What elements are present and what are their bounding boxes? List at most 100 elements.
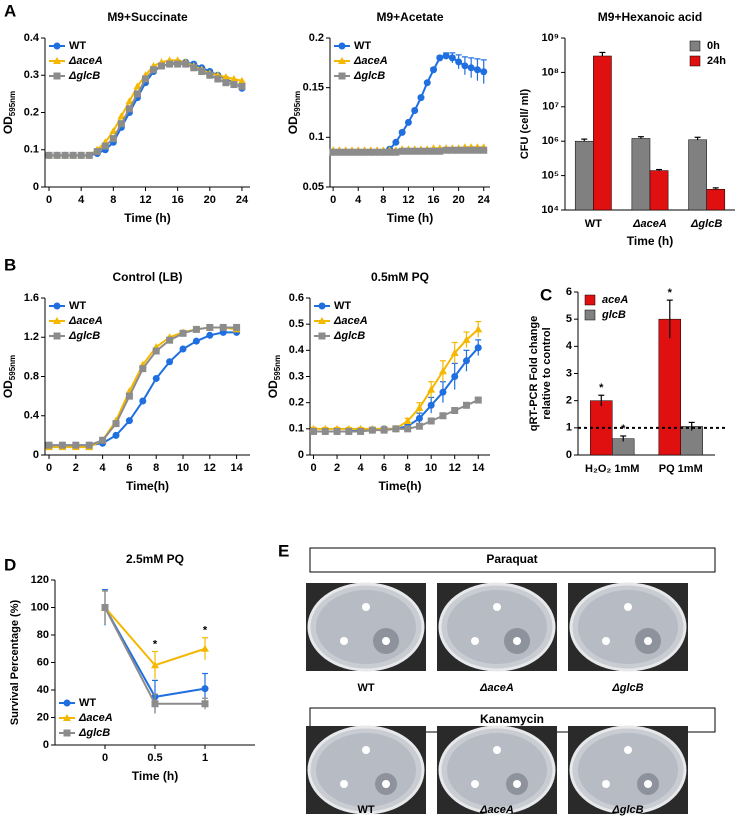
marker xyxy=(436,147,444,155)
marker xyxy=(112,431,120,439)
series-line xyxy=(313,347,479,433)
x-axis-label: Time(h) xyxy=(126,479,169,493)
marker xyxy=(99,436,107,444)
marker xyxy=(310,427,318,435)
y-axis-label: OD595nm xyxy=(1,91,17,134)
plate-title: Paraquat xyxy=(486,552,537,566)
marker xyxy=(361,148,369,156)
marker xyxy=(480,146,488,154)
marker xyxy=(379,148,387,156)
plate-inner xyxy=(578,733,678,807)
x-tick-label: 24 xyxy=(478,194,491,206)
marker xyxy=(219,323,227,331)
marker xyxy=(427,385,436,393)
y-axis-label: OD595nm xyxy=(266,355,282,398)
y-tick-label: 60 xyxy=(37,656,49,668)
marker xyxy=(233,323,241,331)
marker xyxy=(474,325,483,333)
marker xyxy=(373,148,381,156)
marker xyxy=(415,403,424,411)
series-line xyxy=(49,331,237,447)
marker xyxy=(45,441,53,449)
x-axis-label: Time (h) xyxy=(627,234,673,248)
marker xyxy=(411,107,419,115)
legend-label: ΔglcB xyxy=(68,330,100,342)
disc xyxy=(382,637,390,645)
legend-marker xyxy=(63,729,71,737)
marker xyxy=(150,66,158,74)
x-tick-label: 0 xyxy=(102,752,108,764)
marker xyxy=(392,148,400,156)
marker xyxy=(451,407,459,415)
marker xyxy=(201,644,209,652)
x-tick-label: PQ 1mM xyxy=(659,463,703,475)
marker xyxy=(179,329,187,337)
x-tick-label: 4 xyxy=(100,462,107,474)
marker xyxy=(69,151,77,159)
bar xyxy=(649,170,669,211)
y-tick-label: 3 xyxy=(566,367,572,379)
marker xyxy=(423,79,431,87)
disc xyxy=(362,746,370,754)
marker xyxy=(415,414,423,422)
disc xyxy=(513,780,521,788)
x-tick-label: ΔglcB xyxy=(690,218,722,230)
plate-inner xyxy=(578,590,678,664)
significance-label: * xyxy=(203,625,208,637)
y-tick-label: 0 xyxy=(43,739,49,751)
marker xyxy=(77,151,85,159)
marker xyxy=(467,146,475,154)
legend-label: WT xyxy=(334,300,351,312)
marker xyxy=(192,337,200,345)
panel-label: C xyxy=(540,285,552,304)
marker xyxy=(125,417,133,425)
marker xyxy=(427,401,435,409)
marker xyxy=(238,82,246,90)
marker xyxy=(166,60,174,68)
marker xyxy=(474,344,482,352)
marker xyxy=(53,151,61,159)
y-tick-label: 5 xyxy=(566,313,572,325)
marker xyxy=(455,58,463,66)
marker xyxy=(417,94,425,102)
x-tick-label: 12 xyxy=(204,462,216,474)
marker xyxy=(342,148,350,156)
significance-label: * xyxy=(599,382,604,394)
x-tick-label: 12 xyxy=(449,462,461,474)
legend-label: ΔaceA xyxy=(353,55,388,67)
legend-marker xyxy=(338,57,346,64)
y-tick-label: 10⁴ xyxy=(541,204,559,216)
marker xyxy=(467,64,475,72)
chart-title: 2.5mM PQ xyxy=(126,552,184,566)
y-tick-label: 0 xyxy=(298,449,304,461)
x-tick-label: 12 xyxy=(139,194,151,206)
marker xyxy=(139,397,147,405)
marker xyxy=(392,138,400,146)
x-tick-label: 4 xyxy=(358,462,365,474)
y-tick-label: 10⁷ xyxy=(542,101,559,113)
y-tick-label: 0 xyxy=(566,449,572,461)
plate-inner xyxy=(316,733,416,807)
legend-label: WT xyxy=(79,697,96,709)
legend-marker xyxy=(53,332,61,340)
marker xyxy=(133,90,141,98)
x-tick-label: ΔaceA xyxy=(632,218,667,230)
y-axis-label: relative to control xyxy=(541,327,553,419)
marker xyxy=(392,425,400,433)
marker xyxy=(417,147,425,155)
y-tick-label: 100 xyxy=(31,601,49,613)
y-axis-label-main: OD xyxy=(1,116,15,134)
marker xyxy=(462,401,470,409)
y-axis-label: Survival Percentage (%) xyxy=(9,600,21,726)
marker xyxy=(133,82,142,90)
chart-title: M9+Acetate xyxy=(376,10,443,24)
y-tick-label: 0.4 xyxy=(24,32,40,44)
y-tick-label: 0.3 xyxy=(289,370,304,382)
legend-label: ΔaceA xyxy=(68,55,103,67)
marker xyxy=(152,374,160,382)
y-tick-label: 0.6 xyxy=(289,292,304,304)
marker xyxy=(427,417,435,425)
x-tick-label: 8 xyxy=(405,462,411,474)
marker xyxy=(93,148,101,156)
marker xyxy=(117,112,126,120)
